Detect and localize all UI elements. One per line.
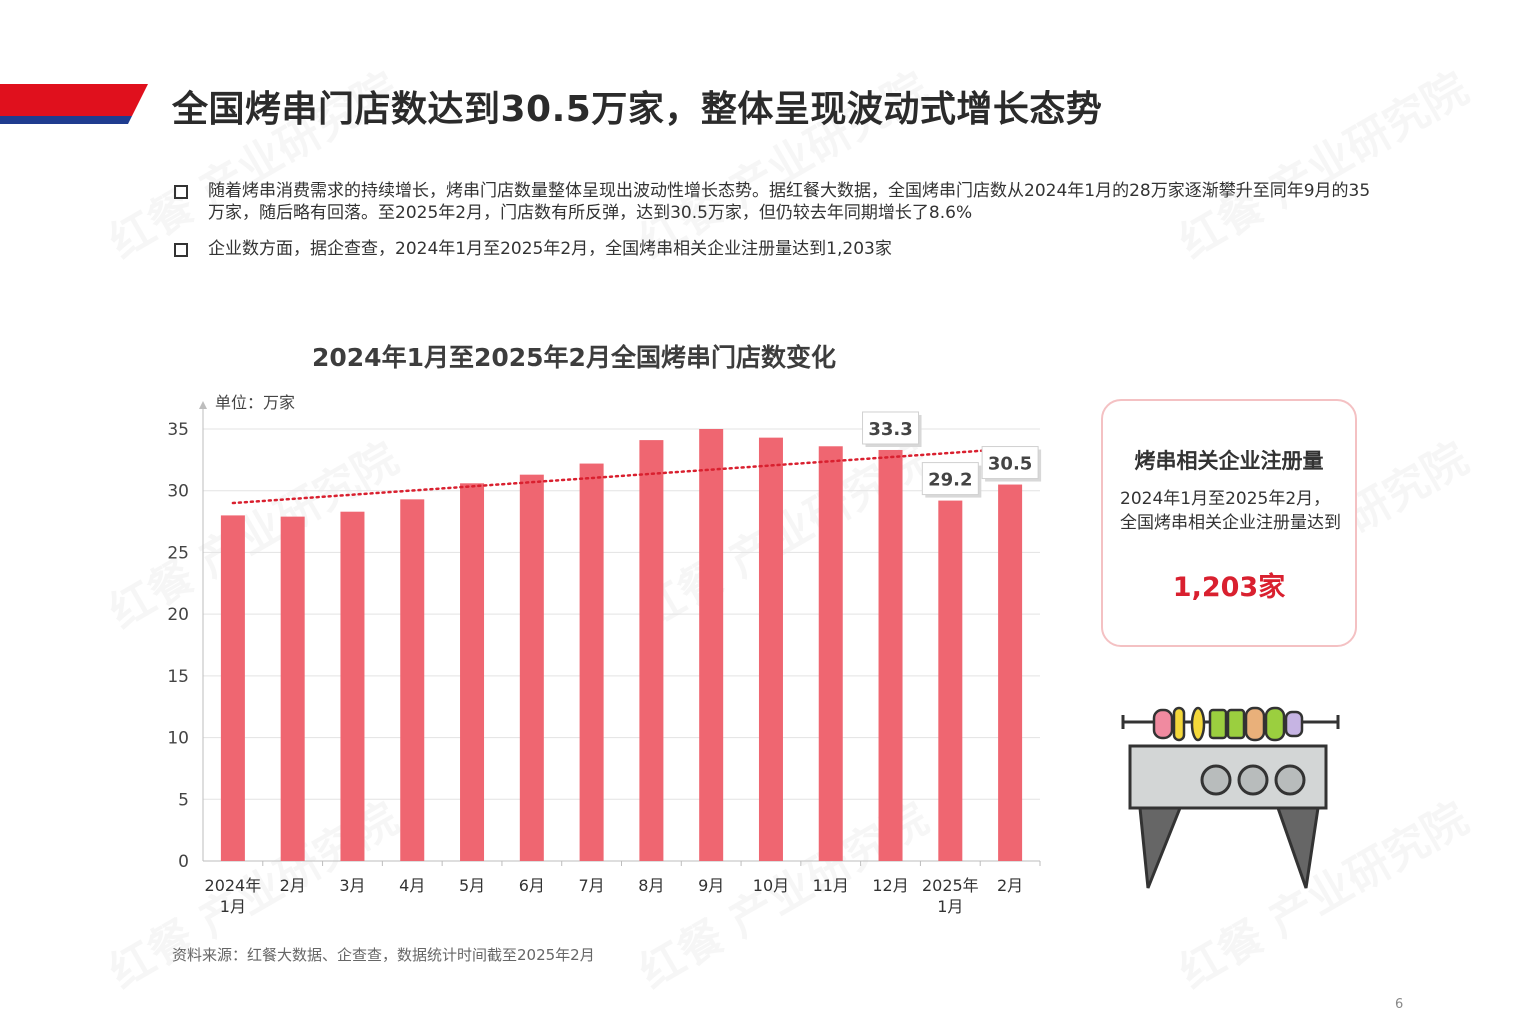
x-tick-label: 1月	[220, 897, 246, 916]
bar	[400, 499, 425, 861]
x-tick-label: 2月	[997, 876, 1023, 895]
y-axis-arrow-icon	[199, 401, 207, 409]
bar	[998, 484, 1023, 861]
bullet-text: 随着烤串消费需求的持续增长，烤串门店数量整体呈现出波动性增长态势。据红餐大数据，…	[208, 181, 1371, 223]
chart-title: 2024年1月至2025年2月全国烤串门店数变化	[312, 343, 836, 372]
info-card-value: 1,203家	[1172, 572, 1286, 603]
bar	[639, 440, 664, 861]
y-tick-label: 15	[167, 667, 189, 687]
data-label: 29.2	[928, 470, 972, 491]
y-tick-label: 5	[178, 790, 189, 810]
bar-chart: 0 5 10 15 20 25 30 35 单位：万家 2024年 1月 2月 3月 4月 5月 6月 7月 8月…	[167, 393, 1042, 916]
bar	[818, 446, 843, 861]
unit-label: 单位：万家	[215, 393, 295, 412]
page-title: 全国烤串门店数达到30.5万家，整体呈现波动式增长态势	[172, 89, 1103, 130]
x-tick-label: 2024年	[205, 876, 262, 895]
data-label: 30.5	[988, 454, 1032, 475]
bullet-list: 随着烤串消费需求的持续增长，烤串门店数量整体呈现出波动性增长态势。据红餐大数据，…	[172, 180, 1382, 274]
y-tick-label: 10	[167, 729, 189, 749]
bullet-text: 企业数方面，据企查查，2024年1月至2025年2月，全国烤串相关企业注册量达到…	[208, 239, 892, 259]
trendline	[231, 447, 1012, 505]
x-tick-label: 7月	[579, 876, 605, 895]
y-tick-label: 35	[167, 420, 189, 440]
x-tick-label: 9月	[698, 876, 724, 895]
x-tick-label: 2月	[280, 876, 306, 895]
data-label-box	[981, 446, 1039, 480]
bar	[579, 463, 604, 861]
x-tick-label: 1月	[937, 897, 963, 916]
info-card: 烤串相关企业注册量 2024年1月至2025年2月，全国烤串相关企业注册量达到 …	[1101, 399, 1357, 647]
square-bullet-icon	[174, 185, 188, 199]
info-card-title: 烤串相关企业注册量	[1134, 449, 1324, 473]
x-tick-label: 12月	[872, 876, 908, 895]
bar	[460, 483, 485, 861]
bullet-item: 企业数方面，据企查查，2024年1月至2025年2月，全国烤串相关企业注册量达到…	[172, 238, 1382, 260]
bar	[280, 516, 305, 861]
info-card-description: 2024年1月至2025年2月，全国烤串相关企业注册量达到	[1120, 489, 1341, 533]
y-tick-label: 30	[167, 482, 189, 502]
square-bullet-icon	[174, 243, 188, 257]
data-label-box	[921, 462, 979, 496]
y-tick-label: 25	[167, 543, 189, 563]
y-tick-label: 0	[178, 852, 189, 872]
bar	[758, 437, 783, 861]
x-tick-label: 4月	[399, 876, 425, 895]
bullet-item: 随着烤串消费需求的持续增长，烤串门店数量整体呈现出波动性增长态势。据红餐大数据，…	[172, 180, 1382, 224]
bar	[938, 500, 963, 861]
x-tick-label: 6月	[519, 876, 545, 895]
data-label-box	[862, 411, 920, 445]
x-tick-label: 5月	[459, 876, 485, 895]
bar	[699, 429, 724, 861]
data-label: 33.3	[868, 419, 912, 440]
bar	[519, 474, 544, 861]
page-number: 6	[1395, 997, 1404, 1012]
bar	[220, 515, 245, 861]
bar	[878, 449, 903, 861]
brand-bar	[0, 84, 148, 124]
x-tick-label: 8月	[638, 876, 664, 895]
x-tick-label: 2025年	[922, 876, 979, 895]
x-tick-label: 11月	[813, 876, 849, 895]
bar	[340, 511, 365, 861]
x-tick-label: 3月	[339, 876, 365, 895]
source-note: 资料来源：红餐大数据、企查查，数据统计时间截至2025年2月	[172, 946, 595, 964]
x-tick-label: 10月	[753, 876, 789, 895]
y-tick-label: 20	[167, 605, 189, 625]
grill-illustration	[1121, 706, 1340, 889]
